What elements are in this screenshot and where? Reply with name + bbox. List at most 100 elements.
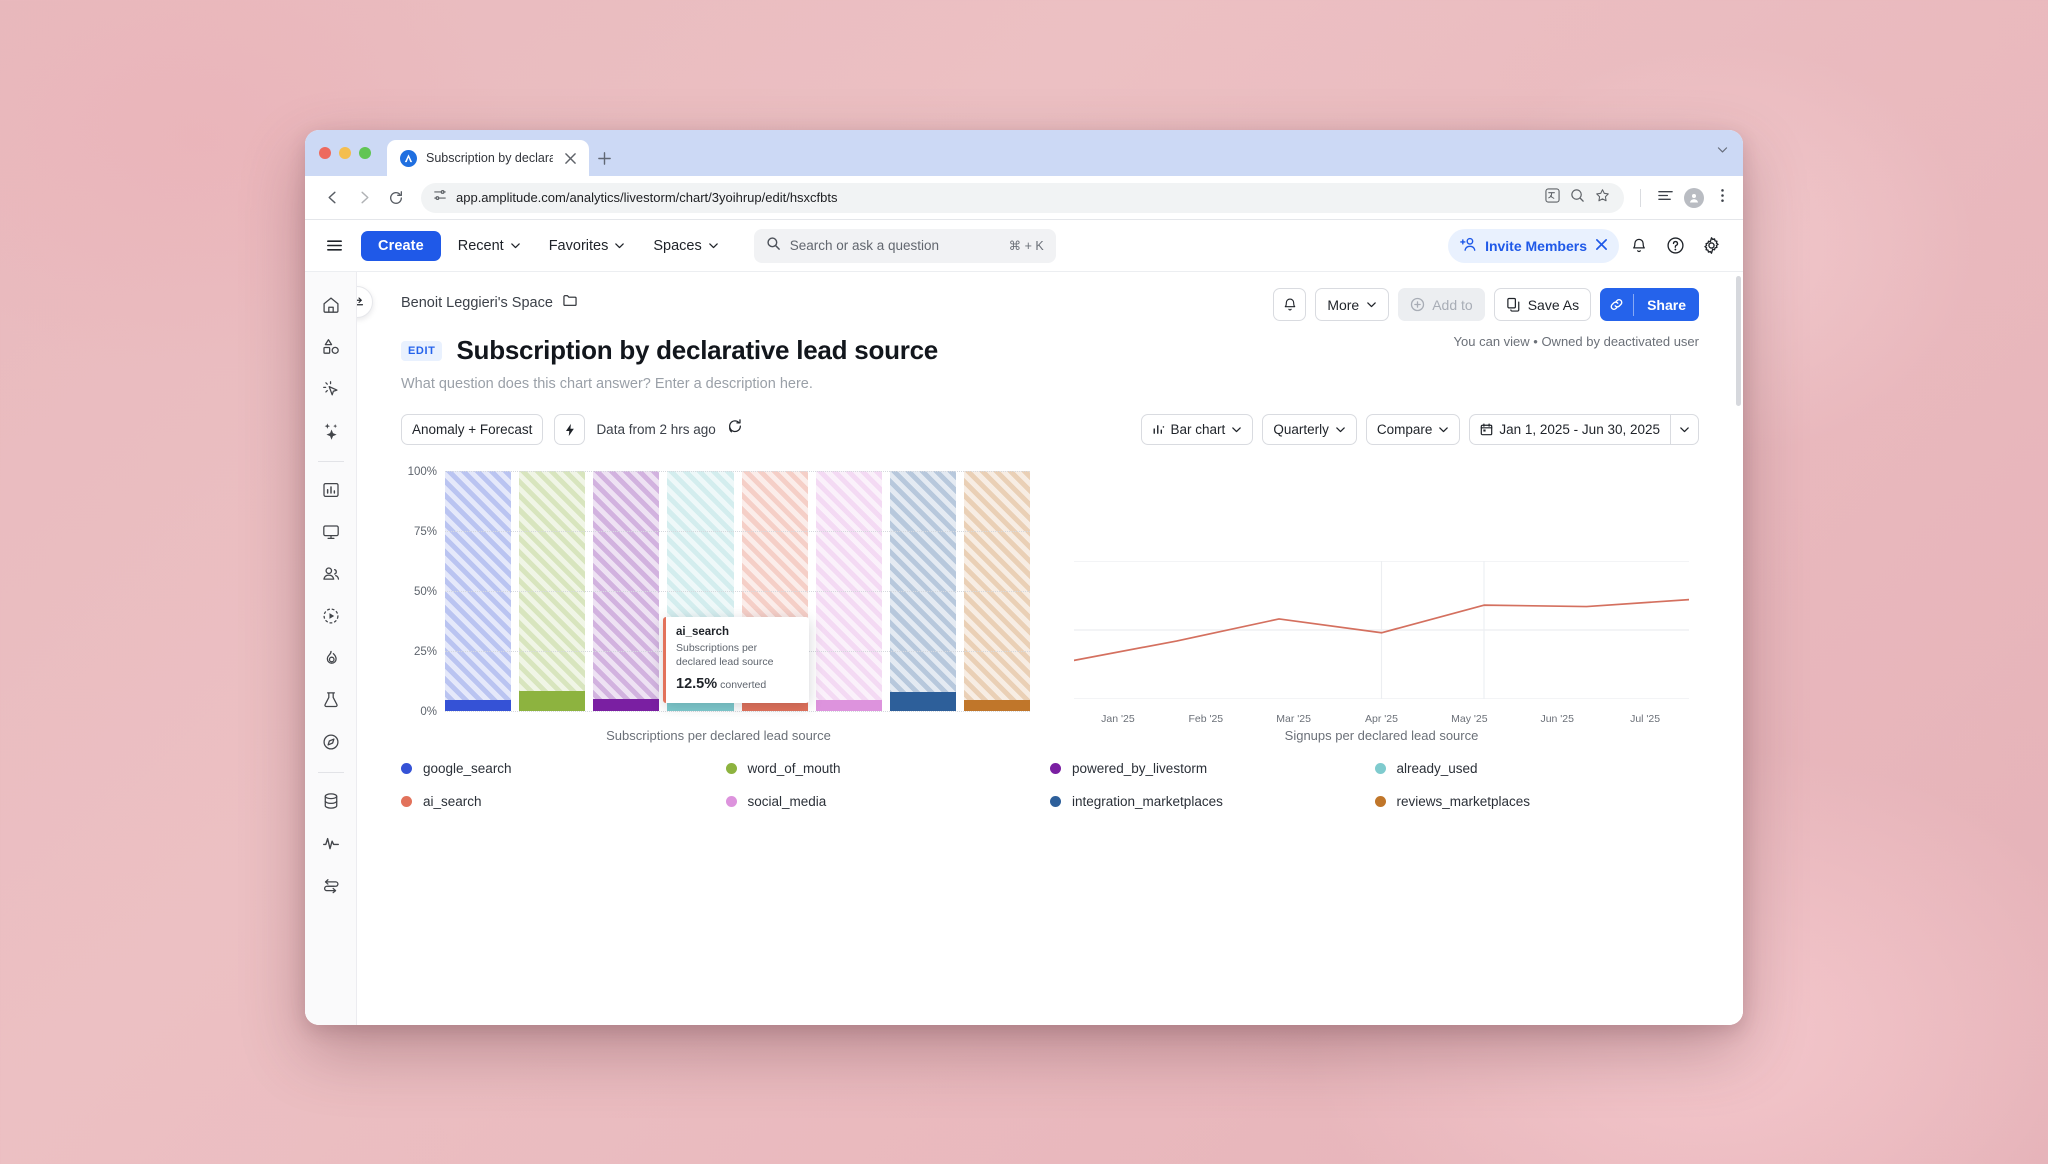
settings-gear-icon[interactable] [1695,230,1727,262]
description-input[interactable]: What question does this chart answer? En… [401,376,813,392]
folder-icon[interactable] [562,292,578,313]
address-bar-url: app.amplitude.com/analytics/livestorm/ch… [456,190,838,205]
flame-icon[interactable] [314,641,348,675]
date-range-chevron[interactable] [1670,414,1699,445]
compass-icon[interactable] [314,725,348,759]
legend-item[interactable]: reviews_marketplaces [1374,794,1700,809]
legend-item[interactable]: powered_by_livestorm [1050,761,1375,776]
chevron-down-icon [1232,427,1242,433]
page-scrollbar[interactable] [1736,276,1741,406]
browser-url-bar: app.amplitude.com/analytics/livestorm/ch… [305,176,1743,220]
help-icon[interactable] [1659,230,1691,262]
anomaly-forecast-button[interactable]: Anomaly + Forecast [401,414,544,445]
zoom-icon[interactable] [1570,188,1585,208]
reload-icon[interactable] [381,183,411,213]
shapes-icon[interactable] [314,330,348,364]
site-settings-icon[interactable] [433,188,447,207]
nav-favorites-label: Favorites [548,237,609,254]
search-shortcut: ⌘ + K [1008,239,1044,253]
chart-type-label: Bar chart [1170,422,1226,437]
nav-recent[interactable]: Recent [447,231,532,261]
tab-list-chevron-icon[interactable] [1716,143,1729,161]
legend-item[interactable]: word_of_mouth [725,761,1051,776]
legend-color-dot [401,763,412,774]
browser-menu-icon[interactable] [1714,187,1731,209]
legend-label: already_used [1396,761,1478,776]
flask-icon[interactable] [314,683,348,717]
create-button[interactable]: Create [361,230,441,261]
play-circle-icon[interactable] [314,599,348,633]
chart-type-selector[interactable]: Bar chart [1140,414,1254,445]
maximize-window-button[interactable] [359,147,371,159]
legend-item[interactable]: google_search [401,761,726,776]
nav-recent-label: Recent [457,237,504,254]
nav-favorites[interactable]: Favorites [538,231,637,261]
legend-item[interactable]: social_media [725,794,1051,809]
legend-item[interactable]: integration_marketplaces [1050,794,1375,809]
bar-value [445,700,512,711]
y-axis-tick: 75% [413,526,437,538]
interval-selector[interactable]: Quarterly [1262,414,1357,445]
add-to-button: Add to [1398,288,1485,321]
date-range-main[interactable]: Jan 1, 2025 - Jun 30, 2025 [1469,414,1670,445]
refresh-icon[interactable] [727,419,743,440]
more-button[interactable]: More [1315,288,1390,321]
translate-icon[interactable] [1545,187,1560,208]
amplitude-favicon [400,149,417,167]
close-icon[interactable] [562,150,578,166]
users-icon[interactable] [314,557,348,591]
rail-divider-2 [317,772,344,773]
invite-members-button[interactable]: Invite Members [1448,228,1619,263]
add-user-icon [1460,236,1477,256]
legend-label: google_search [423,761,512,776]
transfer-icon[interactable] [314,868,348,902]
gridline: 0% [420,706,1030,718]
bar-value [815,699,882,711]
alerts-button[interactable] [1273,288,1307,321]
legend-item[interactable]: ai_search [401,794,726,809]
date-range-selector[interactable]: Jan 1, 2025 - Jun 30, 2025 [1469,414,1699,445]
save-as-button[interactable]: Save As [1493,288,1592,321]
sparkles-icon[interactable] [314,414,348,448]
breadcrumb[interactable]: Benoit Leggieri's Space [357,272,1743,313]
click-icon[interactable] [314,372,348,406]
pulse-icon[interactable] [314,826,348,860]
notifications-icon[interactable] [1623,230,1655,262]
home-icon[interactable] [314,288,348,322]
legend-color-dot [1050,763,1061,774]
browser-tab[interactable]: Subscription by declarative le [387,140,589,176]
line-chart[interactable]: Jan '25 Feb '25 Mar '25 Apr '25 May '25 Jun '… [1064,471,1699,743]
amplitude-app: Create Recent Favorites Spaces Search or… [305,220,1743,1025]
compare-label: Compare [1376,422,1433,437]
bookmark-star-icon[interactable] [1595,188,1610,208]
back-icon[interactable] [317,183,347,213]
page-title[interactable]: Subscription by declarative lead source [456,335,939,365]
avatar[interactable] [1684,187,1704,208]
link-icon[interactable] [1600,288,1633,321]
share-button[interactable]: Share [1600,288,1699,321]
tooltip-value: 12.5% [676,676,718,693]
monitor-icon[interactable] [314,515,348,549]
split-view-icon[interactable] [1657,187,1674,209]
bar-chart[interactable]: 0% 25% 50% 75% 100% ai_search Subscriptions … [401,466,1036,743]
close-icon[interactable] [1595,238,1608,254]
bar-value [519,690,586,711]
nav-spaces[interactable]: Spaces [642,231,729,261]
left-rail [305,272,357,1025]
lightning-icon[interactable] [554,414,586,445]
compare-selector[interactable]: Compare [1365,414,1461,445]
minimize-window-button[interactable] [339,147,351,159]
chevron-down-icon [1336,427,1345,433]
new-tab-button[interactable] [589,140,619,176]
search-input[interactable]: Search or ask a question ⌘ + K [753,228,1056,263]
app-body: Benoit Leggieri's Space More [305,272,1743,1025]
legend-item[interactable]: already_used [1374,761,1700,776]
x-axis-tick: Feb '25 [1188,713,1224,725]
menu-icon[interactable] [319,231,349,261]
close-window-button[interactable] [319,147,331,159]
legend-label: reviews_marketplaces [1396,794,1531,809]
address-bar[interactable]: app.amplitude.com/analytics/livestorm/ch… [421,182,1624,213]
bar-chart-icon[interactable] [314,473,348,507]
database-icon[interactable] [314,784,348,818]
forward-icon[interactable] [349,183,379,213]
